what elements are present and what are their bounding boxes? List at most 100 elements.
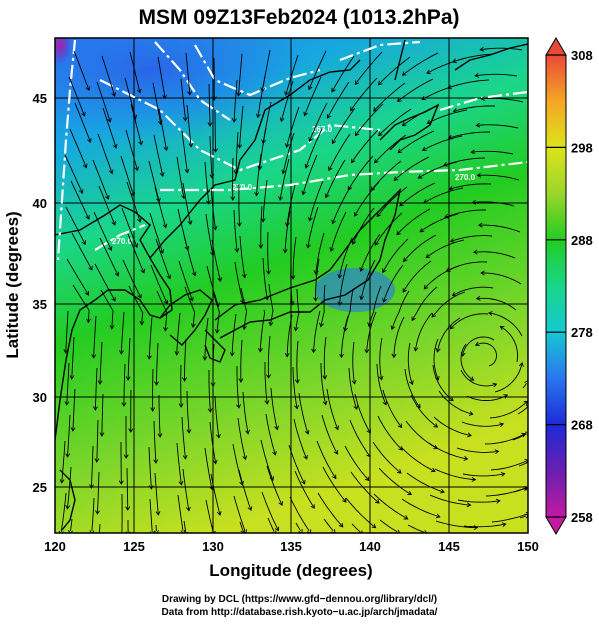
streamline-arrowhead: [213, 148, 218, 153]
streamline-arrowhead: [108, 169, 114, 175]
streamline-arrowhead: [382, 297, 387, 303]
streamline: [360, 259, 376, 300]
streamline: [93, 211, 112, 251]
streamline-arrowhead: [351, 158, 356, 164]
streamline-arrowhead: [210, 382, 216, 387]
streamline-arrowhead: [433, 423, 439, 428]
streamline-arrowhead: [303, 454, 308, 460]
streamline-arrowhead: [390, 325, 396, 331]
streamline-arrowhead: [499, 422, 505, 428]
streamline-arrowhead: [241, 273, 247, 279]
streamline: [295, 288, 300, 331]
streamline-arrowhead: [467, 432, 472, 438]
streamline-arrowhead: [163, 326, 168, 332]
streamline: [304, 76, 322, 116]
streamline-arrowhead: [242, 529, 248, 533]
streamline: [236, 366, 240, 408]
streamline-arrowhead: [343, 327, 348, 332]
streamline-arrowhead: [370, 186, 376, 192]
streamline-arrowhead: [399, 201, 404, 207]
streamline: [97, 133, 113, 174]
streamline: [348, 367, 358, 410]
streamline-arrowhead: [339, 353, 344, 359]
streamline-arrowhead: [125, 506, 131, 511]
streamline: [268, 283, 274, 326]
colorbar-tick-label: 258: [571, 510, 593, 525]
streamline: [452, 53, 495, 63]
streamline-arrowhead: [185, 506, 191, 512]
streamline: [261, 491, 279, 531]
streamline-arrowhead: [487, 311, 493, 316]
contour-label: 270.0: [455, 173, 476, 182]
streamline-arrowhead: [426, 119, 432, 125]
streamline: [214, 395, 220, 438]
streamline-arrowhead: [452, 108, 458, 113]
streamline-arrowhead: [326, 114, 332, 119]
cold-land-region: [315, 268, 395, 312]
streamline: [460, 343, 474, 381]
contour-label-group: 267.0 270.0 270.0 270.0: [112, 125, 476, 246]
streamline: [184, 286, 196, 328]
streamline: [402, 104, 440, 126]
streamline: [235, 131, 239, 174]
streamline-arrowhead: [236, 404, 242, 409]
streamline: [68, 76, 86, 117]
streamline-arrowhead: [447, 134, 453, 140]
streamline: [512, 433, 527, 441]
streamline: [478, 224, 521, 233]
streamline: [209, 135, 213, 178]
streamline: [65, 206, 86, 245]
streamline: [447, 79, 490, 89]
streamline: [184, 338, 187, 381]
streamline: [72, 284, 90, 323]
streamline-arrowhead: [202, 356, 208, 361]
streamline-arrowhead: [239, 480, 244, 486]
streamline: [285, 54, 299, 96]
streamline-arrowhead: [86, 318, 91, 324]
streamline: [286, 106, 300, 148]
streamline: [302, 154, 318, 195]
streamline: [64, 154, 83, 194]
streamline: [96, 419, 99, 463]
streamline: [60, 492, 67, 532]
streamline: [438, 390, 473, 415]
streamline: [211, 525, 214, 532]
streamline: [238, 183, 240, 227]
streamline: [402, 260, 432, 293]
streamline: [182, 468, 190, 511]
streamline-arrowhead: [492, 382, 498, 388]
streamline-arrowhead: [274, 526, 280, 532]
streamline: [347, 155, 374, 191]
streamline-arrowhead: [411, 316, 416, 322]
streamline-arrowhead: [396, 97, 402, 102]
streamline: [153, 134, 164, 177]
streamline-arrowhead: [371, 523, 377, 529]
streamline-arrowhead: [337, 273, 343, 279]
streamline: [370, 160, 402, 191]
map-panel: 267.0 270.0 270.0 270.0: [54, 37, 529, 534]
streamline: [239, 521, 244, 531]
streamline-arrowhead: [187, 91, 193, 96]
streamline: [94, 367, 98, 411]
streamline-arrowhead: [472, 249, 478, 255]
streamline-arrowhead: [264, 400, 270, 405]
streamline: [74, 102, 91, 143]
streamline: [328, 133, 351, 171]
streamline: [186, 104, 192, 147]
streamline: [130, 103, 142, 145]
streamline: [382, 238, 409, 273]
lat-tick-label: 25: [33, 480, 47, 495]
streamline-arrowhead: [407, 490, 413, 496]
streamline-arrowhead: [367, 322, 373, 327]
streamline: [460, 369, 497, 387]
streamline: [71, 232, 93, 271]
streamline: [90, 445, 94, 489]
streamline-arrowhead: [240, 529, 246, 533]
streamline: [321, 414, 338, 455]
streamline-arrowhead: [146, 355, 152, 360]
streamline-arrowhead: [230, 196, 236, 201]
streamline-arrowhead: [134, 166, 139, 172]
streamline: [93, 315, 97, 358]
streamline-arrowhead: [448, 186, 454, 191]
